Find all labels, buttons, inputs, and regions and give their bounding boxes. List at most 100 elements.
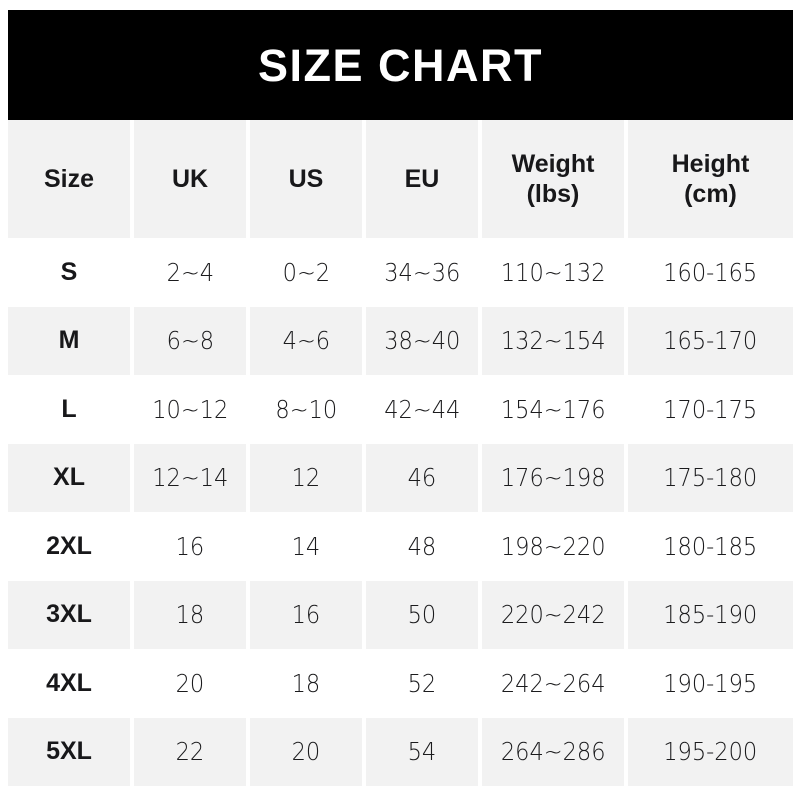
eu-value: 42~44 (383, 394, 461, 424)
table-row: XL 12~14 12 46 176~198 175-180 (8, 443, 793, 512)
column-header-us: US (250, 120, 362, 238)
cell-size: XL (8, 443, 130, 512)
eu-value: 50 (407, 600, 437, 630)
us-value: 20 (291, 737, 321, 767)
cell-eu: 42~44 (366, 375, 478, 444)
table-header-row: Size UK US EU Weight ( (8, 120, 793, 238)
height-value: 160-165 (663, 257, 758, 287)
weight-value: 264~286 (500, 737, 606, 767)
uk-value: 20 (175, 668, 205, 698)
height-value: 170-175 (663, 394, 758, 424)
column-header-size: Size (8, 120, 130, 238)
eu-value: 34~36 (383, 257, 461, 287)
cell-height: 180-185 (628, 512, 793, 581)
size-value: XL (53, 463, 85, 492)
size-value: 3XL (46, 600, 92, 629)
cell-size: 3XL (8, 580, 130, 649)
table-row: S 2~4 0~2 34~36 110~132 160-165 (8, 238, 793, 307)
us-value: 4~6 (282, 326, 330, 356)
cell-us: 0~2 (250, 238, 362, 307)
cell-uk: 10~12 (134, 375, 246, 444)
weight-value: 132~154 (500, 326, 606, 356)
column-header-uk-label: UK (171, 164, 209, 193)
cell-uk: 18 (134, 580, 246, 649)
column-header-uk: UK (134, 120, 246, 238)
cell-us: 16 (250, 580, 362, 649)
cell-weight: 242~264 (482, 649, 624, 718)
page-title: SIZE CHART (258, 39, 543, 91)
column-header-height-unit: (cm) (684, 180, 737, 208)
cell-height: 165-170 (628, 306, 793, 375)
cell-eu: 46 (366, 443, 478, 512)
column-header-height: Height (cm) (628, 120, 793, 238)
cell-us: 12 (250, 443, 362, 512)
column-header-size-label: Size (43, 164, 95, 193)
cell-uk: 12~14 (134, 443, 246, 512)
cell-weight: 176~198 (482, 443, 624, 512)
column-header-eu: EU (366, 120, 478, 238)
us-value: 0~2 (282, 257, 330, 287)
cell-us: 8~10 (250, 375, 362, 444)
cell-eu: 34~36 (366, 238, 478, 307)
column-header-weight-unit: (lbs) (526, 180, 580, 208)
column-header-eu-label: EU (404, 164, 440, 193)
cell-weight: 264~286 (482, 717, 624, 786)
cell-us: 20 (250, 717, 362, 786)
size-table: Size UK US EU Weight ( (8, 120, 793, 786)
table-row: 2XL 16 14 48 198~220 180-185 (8, 512, 793, 581)
cell-eu: 54 (366, 717, 478, 786)
cell-weight: 154~176 (482, 375, 624, 444)
size-value: S (60, 257, 78, 286)
weight-value: 242~264 (500, 668, 606, 698)
column-header-weight-label: Weight (511, 149, 595, 178)
cell-size: L (8, 375, 130, 444)
us-value: 14 (291, 531, 321, 561)
size-value: L (61, 394, 77, 423)
us-value: 18 (291, 668, 321, 698)
cell-weight: 110~132 (482, 238, 624, 307)
cell-height: 160-165 (628, 238, 793, 307)
cell-size: S (8, 238, 130, 307)
us-value: 16 (291, 600, 321, 630)
eu-value: 48 (407, 531, 437, 561)
cell-eu: 48 (366, 512, 478, 581)
height-value: 180-185 (663, 531, 758, 561)
table-row: 4XL 20 18 52 242~264 190-195 (8, 649, 793, 718)
title-banner: SIZE CHART (8, 10, 793, 120)
height-value: 175-180 (663, 463, 758, 493)
cell-weight: 220~242 (482, 580, 624, 649)
column-header-weight: Weight (lbs) (482, 120, 624, 238)
cell-us: 18 (250, 649, 362, 718)
cell-eu: 50 (366, 580, 478, 649)
table-row: 5XL 22 20 54 264~286 195-200 (8, 717, 793, 786)
column-header-height-label: Height (671, 149, 750, 178)
cell-height: 170-175 (628, 375, 793, 444)
cell-uk: 16 (134, 512, 246, 581)
cell-weight: 198~220 (482, 512, 624, 581)
weight-value: 110~132 (500, 257, 606, 287)
us-value: 8~10 (275, 394, 337, 424)
cell-eu: 52 (366, 649, 478, 718)
height-value: 165-170 (663, 326, 758, 356)
cell-weight: 132~154 (482, 306, 624, 375)
cell-eu: 38~40 (366, 306, 478, 375)
eu-value: 46 (407, 463, 437, 493)
uk-value: 2~4 (166, 257, 214, 287)
us-value: 12 (291, 463, 321, 493)
cell-uk: 22 (134, 717, 246, 786)
cell-uk: 6~8 (134, 306, 246, 375)
weight-value: 220~242 (500, 600, 606, 630)
uk-value: 22 (175, 737, 205, 767)
column-header-us-label: US (288, 164, 324, 193)
uk-value: 18 (175, 600, 205, 630)
eu-value: 54 (407, 737, 437, 767)
cell-height: 195-200 (628, 717, 793, 786)
height-value: 190-195 (663, 668, 758, 698)
cell-size: 2XL (8, 512, 130, 581)
height-value: 185-190 (663, 600, 758, 630)
cell-size: M (8, 306, 130, 375)
eu-value: 52 (407, 668, 437, 698)
cell-uk: 20 (134, 649, 246, 718)
cell-us: 14 (250, 512, 362, 581)
